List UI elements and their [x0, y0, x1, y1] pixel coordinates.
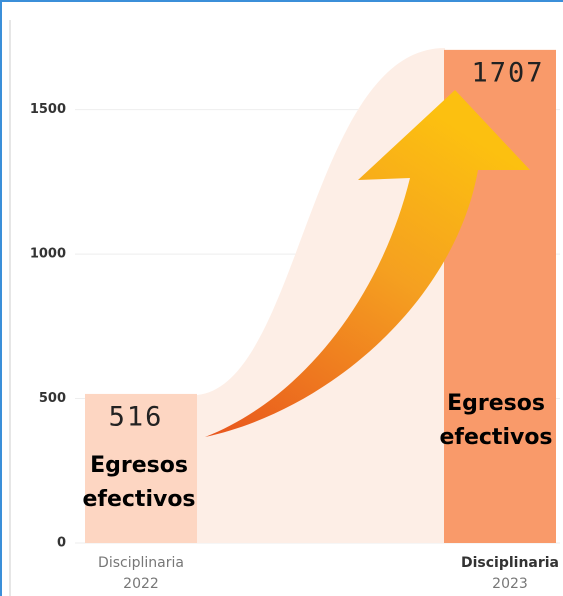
y-tick-label: 500 [39, 391, 66, 406]
x-tick-label: Disciplinaria 2023 [461, 555, 559, 592]
bar [85, 393, 197, 543]
top-border [0, 0, 563, 2]
y-tick-label: 0 [57, 536, 66, 551]
growth-arrow [205, 90, 530, 437]
bar-annotation: Egresos efectivos [82, 453, 195, 512]
value-label: 1707 [471, 57, 544, 88]
y-tick-label: 1000 [30, 247, 66, 262]
value-label: 516 [109, 401, 164, 432]
bar-annotation: Egresos efectivos [439, 391, 552, 450]
left-border [0, 0, 2, 596]
x-tick-label: Disciplinaria 2022 [98, 555, 184, 592]
y-tick-label: 1500 [30, 102, 66, 117]
